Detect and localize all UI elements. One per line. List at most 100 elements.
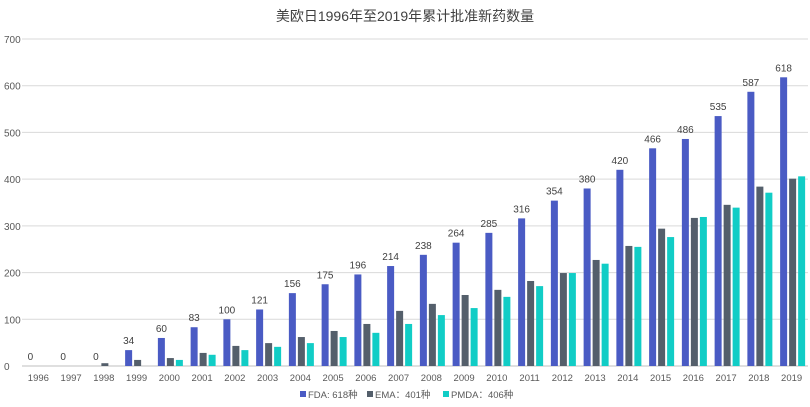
x-tick-label: 1997	[61, 373, 82, 384]
data-label: 466	[644, 134, 661, 145]
data-label: 380	[579, 174, 596, 185]
y-tick-label: 0	[4, 362, 10, 373]
bar-ema	[723, 204, 731, 366]
bar-pmda	[405, 323, 413, 366]
y-tick-label: 400	[4, 175, 21, 186]
data-label: 156	[284, 279, 301, 290]
bar-pmda	[798, 176, 806, 366]
x-tick-label: 2015	[650, 373, 671, 384]
bar-ema	[461, 294, 469, 366]
x-tick-label: 2016	[683, 373, 704, 384]
data-label: 34	[123, 336, 135, 347]
x-tick-label: 1996	[28, 373, 49, 384]
bar-pmda	[568, 273, 576, 366]
bar-pmda	[274, 346, 282, 366]
data-label: 100	[219, 305, 236, 316]
x-tick-label: 2017	[716, 373, 737, 384]
bar-ema	[428, 303, 436, 366]
data-label: 196	[350, 260, 367, 271]
data-label: 316	[513, 204, 530, 215]
bar-ema	[166, 358, 174, 366]
bar-ema	[297, 337, 305, 366]
chart-title: 美欧日1996年至2019年累计批准新药数量	[276, 8, 534, 24]
data-label: 121	[251, 295, 268, 306]
data-label: 175	[317, 270, 334, 281]
x-tick-label: 2005	[323, 373, 344, 384]
legend-swatch	[367, 391, 373, 397]
data-label: 0	[28, 352, 34, 363]
bar-pmda	[372, 332, 380, 366]
bar-fda	[616, 169, 624, 366]
bar-pmda	[175, 359, 183, 366]
bar-ema	[101, 363, 109, 366]
bar-fda	[681, 138, 689, 366]
bar-fda	[190, 327, 198, 366]
legend-label: FDA: 618种	[308, 389, 358, 401]
x-tick-label: 2000	[159, 373, 180, 384]
bar-ema	[494, 289, 502, 366]
x-tick-label: 1998	[93, 373, 114, 384]
y-tick-label: 300	[4, 222, 21, 233]
x-tick-label: 2002	[224, 373, 245, 384]
data-label: 0	[93, 352, 99, 363]
bar-ema	[690, 217, 698, 366]
bar-pmda	[634, 246, 642, 366]
data-label: 264	[448, 229, 465, 240]
bar-ema	[330, 330, 338, 366]
bar-pmda	[470, 308, 478, 366]
x-tick-label: 2013	[585, 373, 606, 384]
data-label: 535	[710, 102, 727, 113]
bar-fda	[714, 116, 722, 366]
x-tick-label: 2019	[781, 373, 802, 384]
bar-fda	[419, 254, 427, 366]
bar-fda	[550, 200, 558, 366]
data-label: 486	[677, 125, 694, 136]
bar-pmda	[536, 286, 544, 366]
bar-fda	[649, 148, 657, 366]
y-tick-label: 500	[4, 128, 21, 139]
legend-label: EMA：401种	[375, 389, 430, 401]
x-tick-label: 2007	[388, 373, 409, 384]
bar-ema	[134, 359, 142, 366]
x-tick-label: 2009	[454, 373, 475, 384]
bar-ema	[592, 259, 600, 366]
bar-ema	[789, 178, 797, 366]
bar-ema	[232, 345, 240, 366]
bar-fda	[223, 319, 231, 366]
bar-fda	[747, 91, 755, 366]
bar-ema	[363, 323, 371, 366]
bar-pmda	[339, 337, 347, 366]
x-tick-label: 2001	[192, 373, 213, 384]
x-tick-label: 2010	[486, 373, 507, 384]
bar-fda	[157, 337, 165, 366]
bar-pmda	[765, 192, 773, 366]
bar-fda	[387, 266, 395, 366]
data-label: 354	[546, 187, 563, 198]
bar-fda	[321, 284, 329, 366]
bar-pmda	[699, 216, 707, 366]
legend-swatch	[300, 391, 306, 397]
bar-pmda	[241, 350, 249, 366]
data-label: 214	[382, 252, 399, 263]
x-tick-label: 2018	[748, 373, 769, 384]
x-tick-label: 2004	[290, 373, 311, 384]
data-label: 238	[415, 241, 432, 252]
data-label: 587	[743, 78, 760, 89]
bar-ema	[265, 343, 273, 366]
x-tick-label: 1999	[126, 373, 147, 384]
bar-pmda	[667, 237, 675, 366]
data-label: 285	[481, 219, 498, 230]
y-tick-label: 100	[4, 315, 21, 326]
y-tick-label: 600	[4, 82, 21, 93]
bar-ema	[625, 245, 633, 366]
bar-ema	[396, 310, 404, 366]
y-tick-label: 700	[4, 35, 21, 46]
bar-fda	[354, 274, 362, 366]
bar-pmda	[208, 354, 216, 366]
x-tick-label: 2014	[617, 373, 638, 384]
legend-label: PMDA：406种	[451, 389, 513, 401]
bar-pmda	[503, 296, 511, 366]
data-label: 420	[612, 156, 629, 167]
x-tick-label: 2012	[552, 373, 573, 384]
bar-fda	[256, 309, 264, 366]
